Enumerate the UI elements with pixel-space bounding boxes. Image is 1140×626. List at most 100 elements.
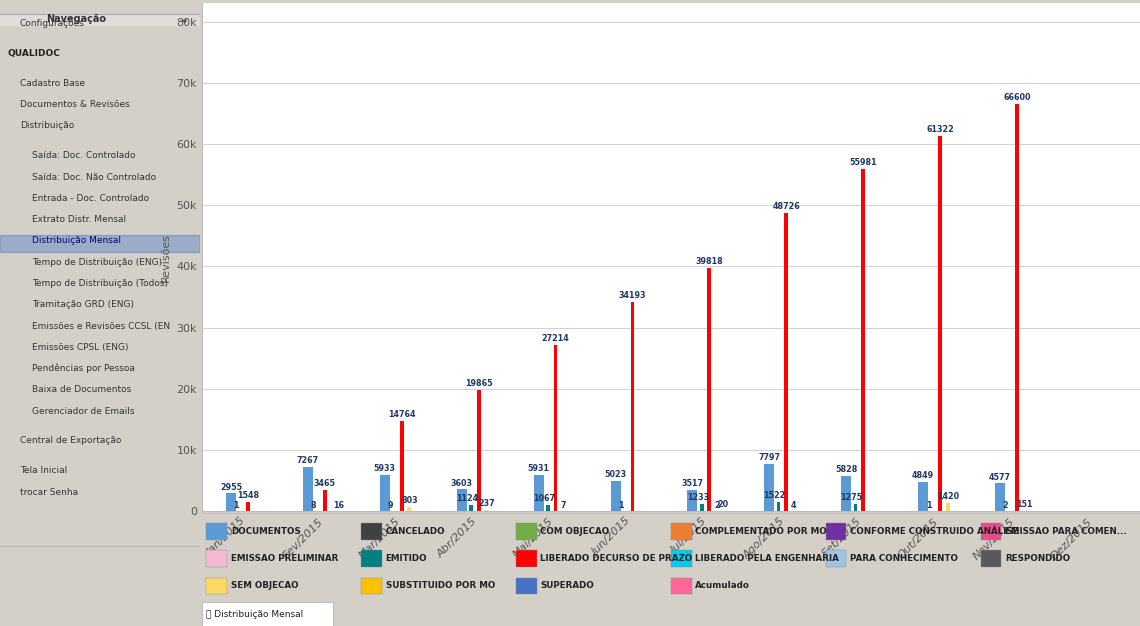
Text: 34193: 34193 <box>619 291 646 300</box>
Text: EMISSAO PARA COMEN...: EMISSAO PARA COMEN... <box>1004 527 1126 536</box>
Text: 📊 Distribuição Mensal: 📊 Distribuição Mensal <box>206 610 303 618</box>
Bar <box>776 502 781 511</box>
Text: 4849: 4849 <box>912 471 934 480</box>
Bar <box>477 390 481 511</box>
Bar <box>246 502 250 511</box>
Text: QUALIDOC: QUALIDOC <box>8 49 60 58</box>
Bar <box>630 302 634 511</box>
Text: 5931: 5931 <box>528 464 549 473</box>
Bar <box>361 523 382 540</box>
Bar <box>946 503 950 511</box>
Bar <box>670 550 692 567</box>
Bar <box>546 505 549 511</box>
Bar <box>0 235 200 252</box>
Text: RESPONDIDO: RESPONDIDO <box>1004 554 1070 563</box>
Text: Entrada - Doc. Controlado: Entrada - Doc. Controlado <box>32 194 149 203</box>
Text: 61322: 61322 <box>926 125 954 134</box>
Text: 5023: 5023 <box>604 470 627 479</box>
Text: Baixa de Documentos: Baixa de Documentos <box>32 386 131 394</box>
Bar <box>380 475 390 511</box>
Text: 39818: 39818 <box>695 257 723 266</box>
Text: Navegação: Navegação <box>46 14 106 24</box>
Text: LIBERADO PELA ENGENHARIA: LIBERADO PELA ENGENHARIA <box>695 554 839 563</box>
Text: COM OBJECAO: COM OBJECAO <box>540 527 610 536</box>
Bar <box>980 523 1001 540</box>
Text: 4577: 4577 <box>990 473 1011 481</box>
Text: 1275: 1275 <box>840 493 863 502</box>
Text: 20: 20 <box>717 500 728 510</box>
Text: PARA CONHECIMENTO: PARA CONHECIMENTO <box>850 554 958 563</box>
Bar <box>457 490 466 511</box>
Text: Pendências por Pessoa: Pendências por Pessoa <box>32 364 135 373</box>
Text: 151: 151 <box>1017 500 1033 509</box>
Text: 48726: 48726 <box>773 202 800 211</box>
Bar <box>516 578 537 594</box>
Text: trocar Senha: trocar Senha <box>21 488 78 496</box>
Bar <box>841 476 852 511</box>
Bar <box>825 523 846 540</box>
Bar <box>206 523 227 540</box>
Text: 3465: 3465 <box>314 480 336 488</box>
Text: Distribuição: Distribuição <box>21 121 74 130</box>
Text: 1: 1 <box>618 501 624 510</box>
Bar <box>206 578 227 594</box>
Text: Extrato Distr. Mensal: Extrato Distr. Mensal <box>32 215 127 224</box>
Text: 1124: 1124 <box>456 494 478 503</box>
Bar <box>484 510 488 511</box>
Text: EMITIDO: EMITIDO <box>385 554 428 563</box>
Text: 5828: 5828 <box>834 465 857 474</box>
Text: 237: 237 <box>478 499 495 508</box>
Text: Distribuição Mensal: Distribuição Mensal <box>32 237 121 245</box>
Text: SEM OBJECAO: SEM OBJECAO <box>231 582 299 590</box>
Bar <box>670 523 692 540</box>
Text: LIBERADO DECURSO DE PRAZO: LIBERADO DECURSO DE PRAZO <box>540 554 693 563</box>
Bar <box>0 14 200 25</box>
Text: 1522: 1522 <box>764 491 785 500</box>
Text: 7: 7 <box>561 501 565 510</box>
Text: EMISSAO PRELIMINAR: EMISSAO PRELIMINAR <box>231 554 339 563</box>
Bar <box>854 504 857 511</box>
Bar <box>938 136 942 511</box>
Text: 3517: 3517 <box>682 479 703 488</box>
Text: 803: 803 <box>401 496 417 505</box>
Text: 1548: 1548 <box>237 491 259 500</box>
Text: Tela Inicial: Tela Inicial <box>21 466 67 475</box>
Text: Central de Exportação: Central de Exportação <box>21 436 121 446</box>
Text: 1420: 1420 <box>937 492 959 501</box>
Text: COMPLEMENTADO POR MO: COMPLEMENTADO POR MO <box>695 527 826 536</box>
Text: ◄: ◄ <box>180 15 187 24</box>
Bar <box>670 578 692 594</box>
Bar <box>1015 103 1019 511</box>
Bar <box>687 490 698 511</box>
Bar <box>226 493 236 511</box>
Text: 9: 9 <box>388 501 393 510</box>
Text: 19865: 19865 <box>465 379 492 388</box>
Bar <box>918 482 928 511</box>
Text: Emissões e Revisões CCSL (EN: Emissões e Revisões CCSL (EN <box>32 322 170 331</box>
Bar <box>700 504 703 511</box>
Bar <box>534 475 544 511</box>
Text: Saída: Doc. Controlado: Saída: Doc. Controlado <box>32 151 136 160</box>
Text: Tramitação GRD (ENG): Tramitação GRD (ENG) <box>32 300 133 309</box>
Text: 66600: 66600 <box>1003 93 1031 102</box>
Text: CANCELADO: CANCELADO <box>385 527 446 536</box>
Bar <box>611 481 620 511</box>
Text: 5933: 5933 <box>374 464 396 473</box>
Bar <box>323 490 327 511</box>
Y-axis label: Revisões: Revisões <box>161 233 171 282</box>
Text: 2: 2 <box>1002 501 1008 510</box>
Bar <box>516 550 537 567</box>
Bar <box>400 421 404 511</box>
Bar <box>516 523 537 540</box>
Text: CONFORME CONSTRUIDO ANÁLISE: CONFORME CONSTRUIDO ANÁLISE <box>850 527 1019 536</box>
Text: 1: 1 <box>926 501 931 510</box>
Text: SUPERADO: SUPERADO <box>540 582 594 590</box>
Bar <box>980 550 1001 567</box>
Text: 7267: 7267 <box>296 456 319 465</box>
Text: 1233: 1233 <box>686 493 709 502</box>
Text: 1067: 1067 <box>534 494 555 503</box>
Bar <box>861 168 865 511</box>
Bar <box>303 467 312 511</box>
Text: 27214: 27214 <box>542 334 569 343</box>
Text: 4: 4 <box>791 501 797 510</box>
